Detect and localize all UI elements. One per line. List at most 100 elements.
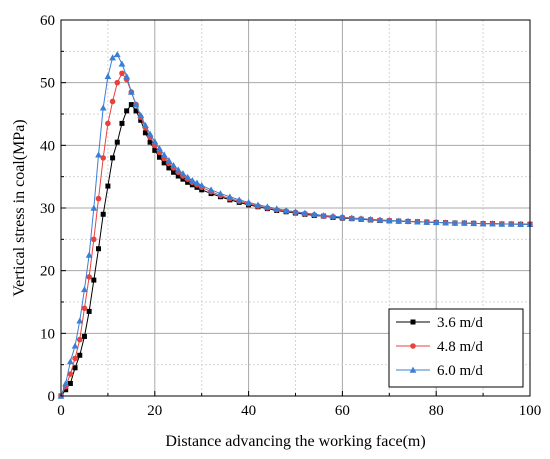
data-point — [146, 130, 154, 137]
data-point — [100, 211, 106, 217]
data-point — [310, 210, 318, 217]
data-point — [114, 139, 120, 145]
data-point — [193, 179, 201, 186]
data-point — [207, 186, 215, 193]
data-point — [138, 117, 144, 123]
data-point — [95, 151, 102, 158]
data-point — [76, 317, 84, 324]
data-point — [72, 365, 78, 371]
data-point — [96, 246, 102, 252]
data-point — [301, 209, 309, 216]
data-point — [81, 305, 88, 312]
data-point — [507, 220, 515, 227]
legend-label: 6.0 m/d — [437, 363, 483, 379]
data-point — [470, 219, 478, 227]
data-point — [123, 73, 131, 80]
x-tick-label: 80 — [429, 403, 444, 419]
data-point — [263, 203, 271, 210]
y-tick-label: 30 — [40, 201, 55, 217]
legend-label: 4.8 m/d — [437, 339, 483, 355]
data-point — [86, 274, 92, 280]
data-point — [91, 277, 97, 283]
data-point — [85, 251, 93, 258]
legend-marker — [410, 319, 416, 325]
legend-label: 3.6 m/d — [437, 315, 483, 331]
data-point — [105, 120, 111, 127]
data-point — [81, 286, 88, 293]
data-point — [156, 145, 163, 152]
data-point — [128, 102, 134, 108]
data-point — [142, 121, 149, 128]
data-point — [451, 219, 459, 226]
data-point — [109, 54, 116, 61]
data-point — [67, 380, 73, 386]
data-point — [339, 213, 346, 220]
data-point — [124, 108, 130, 114]
data-point — [90, 204, 98, 211]
data-point — [109, 98, 116, 105]
data-point — [226, 193, 234, 200]
data-point — [170, 161, 177, 169]
data-point — [160, 151, 168, 158]
data-point — [118, 60, 126, 67]
data-point — [132, 101, 140, 108]
data-point — [376, 216, 384, 223]
data-point — [385, 217, 393, 224]
data-point — [133, 108, 139, 114]
data-point — [185, 179, 191, 185]
data-point — [91, 236, 97, 243]
legend: 3.6 m/d 4.8 m/d 6.0 m/d — [388, 308, 524, 388]
data-point — [81, 333, 87, 339]
data-point — [165, 156, 173, 164]
data-point — [62, 380, 70, 387]
data-point — [147, 139, 153, 145]
data-point — [414, 218, 421, 225]
x-tick-label: 60 — [335, 403, 350, 419]
series-3 — [57, 51, 534, 399]
data-point — [217, 190, 224, 197]
data-point — [72, 355, 78, 362]
x-axis-title: Distance advancing the working face(m) — [165, 433, 425, 450]
data-point — [161, 160, 167, 166]
legend-marker — [410, 343, 416, 349]
data-point — [479, 220, 487, 227]
data-point — [254, 201, 262, 208]
data-point — [119, 70, 125, 77]
data-point — [113, 51, 121, 58]
data-point — [179, 170, 187, 177]
y-tick-label: 40 — [40, 138, 55, 154]
data-point — [119, 120, 125, 126]
data-point — [66, 358, 74, 365]
data-point — [63, 387, 69, 393]
y-tick-label: 0 — [48, 389, 56, 405]
x-tick-label: 100 — [519, 403, 542, 419]
data-point — [329, 212, 337, 219]
data-point — [77, 352, 83, 358]
data-point — [273, 205, 281, 212]
legend-marker — [409, 366, 417, 373]
data-point — [95, 195, 102, 202]
data-point — [395, 217, 403, 224]
data-point — [114, 79, 121, 86]
data-point — [142, 130, 148, 136]
data-point — [432, 219, 440, 226]
data-point — [99, 104, 107, 111]
x-tick-label: 20 — [147, 403, 162, 419]
data-point — [67, 371, 74, 377]
data-point — [282, 207, 290, 214]
x-tick-label: 40 — [241, 403, 256, 419]
data-point — [517, 220, 525, 228]
data-point — [127, 88, 135, 95]
data-point — [105, 183, 111, 189]
data-point — [442, 219, 449, 226]
data-point — [292, 208, 299, 215]
data-point — [320, 212, 328, 219]
x-tick-label: 0 — [57, 403, 65, 419]
data-point — [184, 173, 192, 181]
data-point — [180, 176, 186, 182]
data-point — [235, 196, 243, 203]
data-point — [110, 155, 116, 161]
data-point — [175, 173, 181, 179]
axis-ticks: 0 20 40 60 80 100 0 10 20 30 40 50 60 — [40, 13, 541, 419]
